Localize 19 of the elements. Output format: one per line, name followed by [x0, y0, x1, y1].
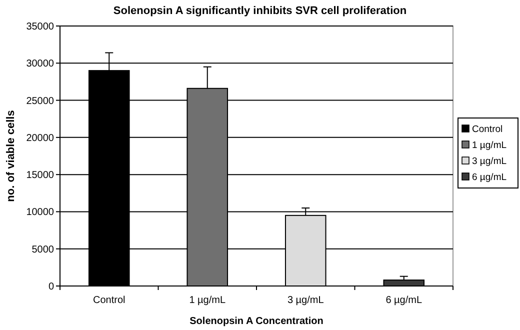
y-tick-label: 15000 [26, 170, 54, 182]
y-tick-label: 30000 [26, 58, 54, 70]
y-tick-label: 35000 [26, 22, 54, 32]
y-tick-label: 0 [48, 282, 54, 292]
chart-title: Solenopsin A significantly inhibits SVR cell proliferation [113, 5, 407, 17]
legend-label: 1 µg/mL [472, 140, 507, 151]
x-tick-label: 6 µg/mL [386, 295, 422, 306]
x-tick-label: Control [93, 295, 126, 306]
legend-label: 6 µg/mL [472, 172, 507, 183]
legend-label: Control [472, 124, 503, 135]
y-tick-label: 20000 [26, 132, 54, 144]
y-tick-label: 25000 [26, 96, 54, 107]
x-tick-label: 1 µg/mL [189, 295, 226, 306]
x-axis-title: Solenopsin A Concentration [190, 316, 324, 327]
y-axis-title: no. of viable cells [5, 110, 17, 202]
legend-label: 3 µg/mL [472, 156, 507, 167]
y-tick-label: 5000 [32, 244, 54, 256]
x-tick-label: 3 µg/mL [287, 295, 324, 306]
y-tick-label: 10000 [26, 207, 54, 218]
